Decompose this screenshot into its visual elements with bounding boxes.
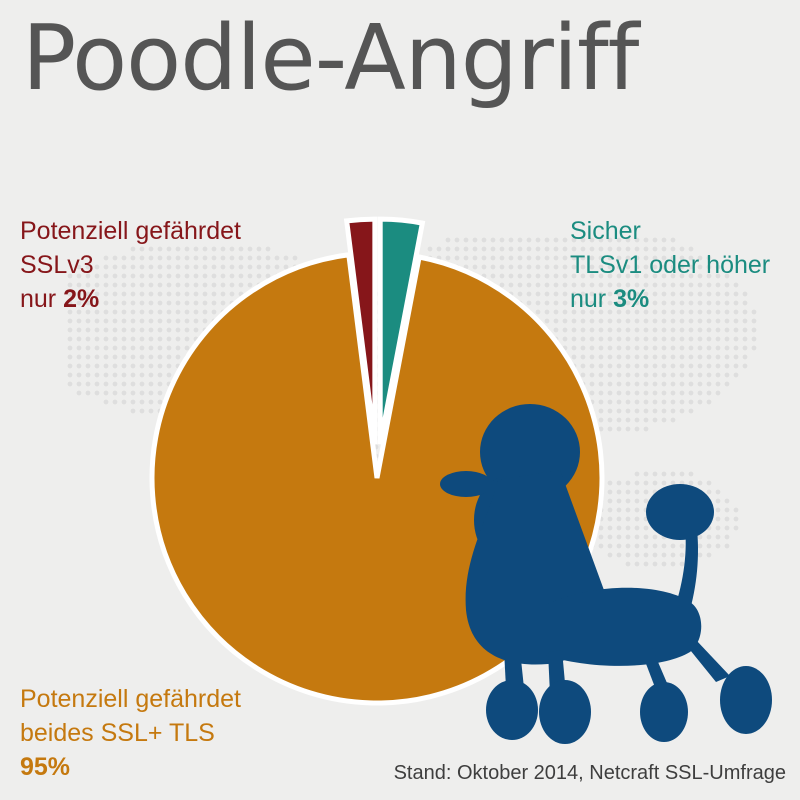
both-share: 95% <box>20 750 241 784</box>
tls-only-line2: TLSv1 oder höher <box>570 251 771 279</box>
ssl-only-line1: Potenziell gefährdet <box>20 217 241 245</box>
both-label: Potenziell gefährdet beides SSL+ TLS 95% <box>20 682 241 784</box>
pie-slice-ssl-only <box>343 216 378 445</box>
pie-slice-tls-only <box>377 216 426 445</box>
source-note: Stand: Oktober 2014, Netcraft SSL-Umfrag… <box>393 762 786 784</box>
tls-only-label: Sicher TLSv1 oder höher nur 3% <box>570 214 770 316</box>
ssl-only-prefix: nur <box>20 285 57 313</box>
both-percent: 95% <box>20 753 71 781</box>
both-line1: Potenziell gefährdet <box>20 685 241 713</box>
page-title: Poodle-Angriff <box>22 6 639 111</box>
tls-only-prefix: nur <box>570 285 607 313</box>
ssl-only-percent: 2% <box>63 285 100 313</box>
tls-only-percent: 3% <box>613 285 650 313</box>
ssl-only-share: nur 2% <box>20 282 241 316</box>
ssl-only-label: Potenziell gefährdet SSLv3 nur 2% <box>20 214 241 316</box>
ssl-only-line2: SSLv3 <box>20 251 94 279</box>
tls-only-line1: Sicher <box>570 217 641 245</box>
both-line2: beides SSL+ TLS <box>20 719 215 747</box>
tls-only-share: nur 3% <box>570 282 770 316</box>
